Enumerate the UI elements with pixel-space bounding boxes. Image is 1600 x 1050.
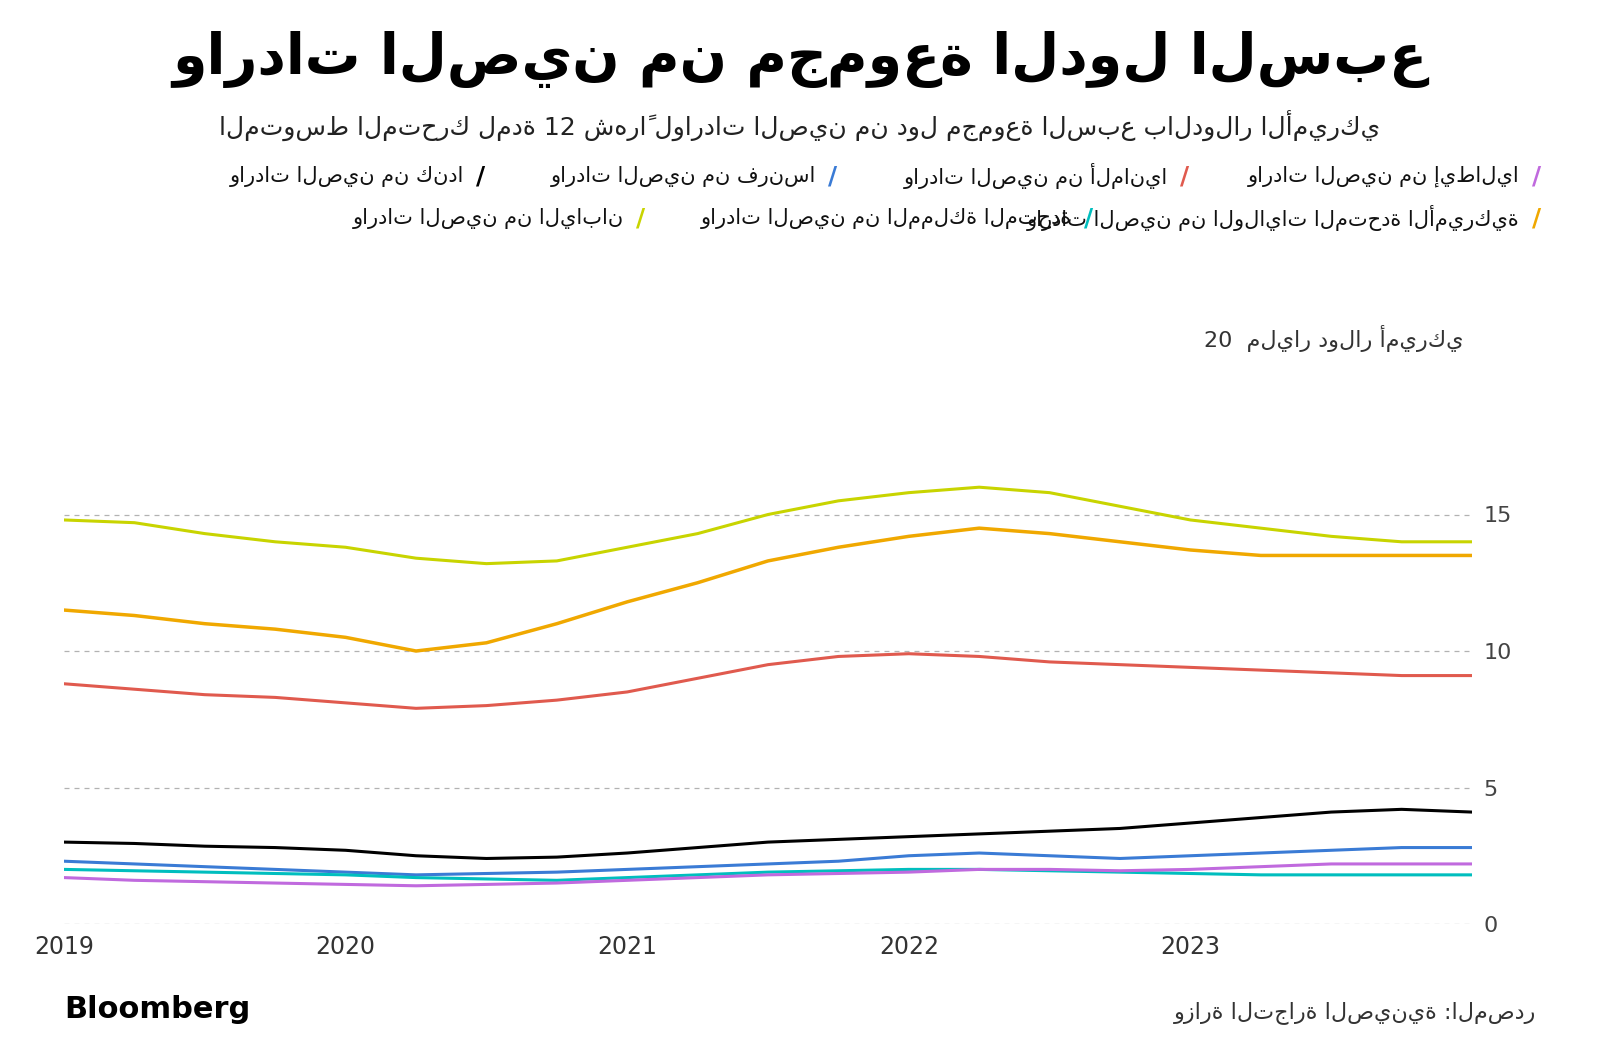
Text: Bloomberg: Bloomberg <box>64 994 250 1024</box>
Text: واردات الصين من فرنسا: واردات الصين من فرنسا <box>550 166 816 187</box>
Text: المتوسط المتحرك لمدة 12 شهراً لواردات الصين من دول مجموعة السبع بالدولار الأميرك: المتوسط المتحرك لمدة 12 شهراً لواردات ال… <box>219 110 1381 142</box>
Text: واردات الصين من المملكة المتحدة: واردات الصين من المملكة المتحدة <box>701 208 1072 229</box>
Text: 20  مليار دولار أميركي: 20 مليار دولار أميركي <box>1205 324 1464 352</box>
Text: وزارة التجارة الصينية :المصدر: وزارة التجارة الصينية :المصدر <box>1174 1001 1536 1024</box>
Text: /: / <box>1531 165 1541 188</box>
Text: واردات الصين من اليابان: واردات الصين من اليابان <box>354 208 624 229</box>
Text: /: / <box>1179 165 1189 188</box>
Text: واردات الصين من الولايات المتحدة الأميركية: واردات الصين من الولايات المتحدة الأميرك… <box>1027 206 1520 231</box>
Text: /: / <box>1531 207 1541 230</box>
Text: /: / <box>1083 207 1093 230</box>
Text: واردات الصين من كندا: واردات الصين من كندا <box>230 166 464 187</box>
Text: /: / <box>635 207 645 230</box>
Text: واردات الصين من مجموعة الدول السبع: واردات الصين من مجموعة الدول السبع <box>173 32 1427 88</box>
Text: واردات الصين من ألمانيا: واردات الصين من ألمانيا <box>904 164 1168 189</box>
Text: واردات الصين من إيطاليا: واردات الصين من إيطاليا <box>1248 166 1520 187</box>
Text: /: / <box>475 165 485 188</box>
Text: /: / <box>827 165 837 188</box>
